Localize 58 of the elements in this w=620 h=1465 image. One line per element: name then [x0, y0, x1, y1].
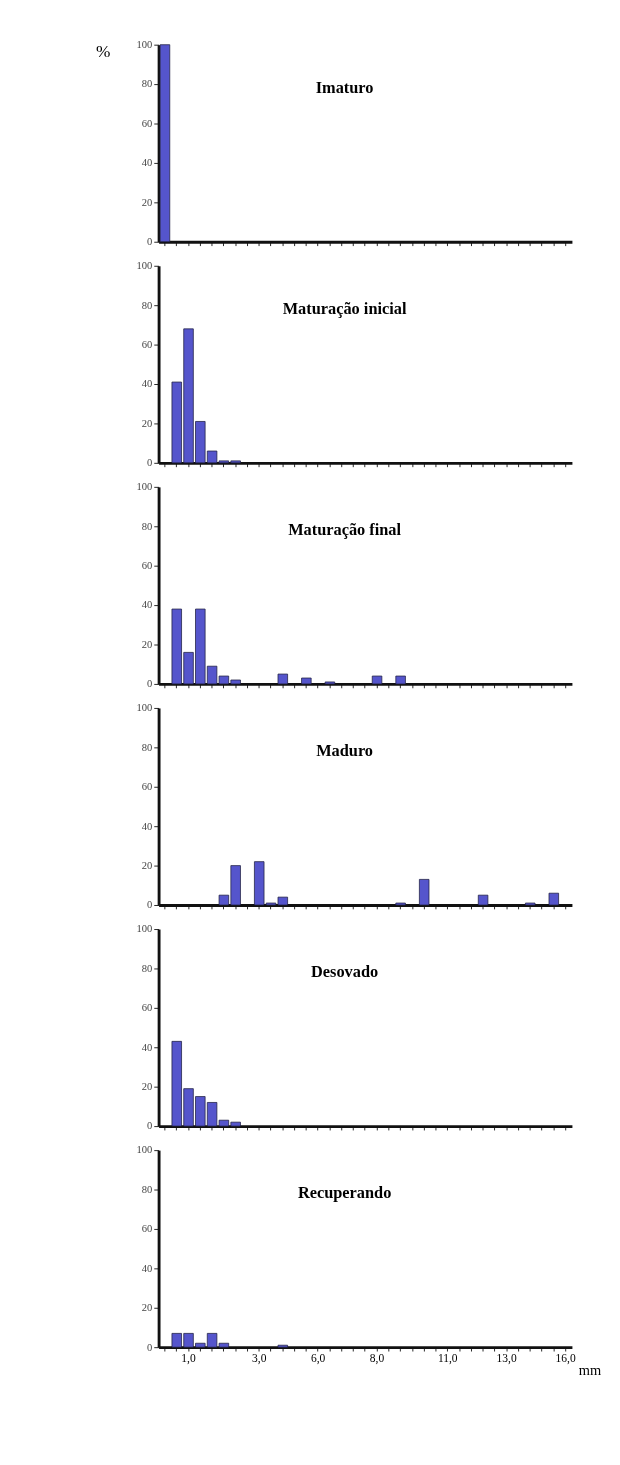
y-tick-label: 20	[141, 859, 153, 871]
x-tick-label: 16,0	[555, 1352, 576, 1366]
y-tick-label: 40	[141, 378, 153, 390]
y-tick-label: 60	[141, 1223, 153, 1235]
y-axis-title: %	[96, 42, 111, 62]
x-tick-label: 13,0	[496, 1352, 517, 1366]
y-tick-label: 20	[141, 1302, 153, 1314]
text: Recuperando	[297, 1183, 392, 1203]
y-tick-label: 100	[136, 481, 153, 493]
y-tick-label: 80	[141, 520, 153, 532]
bar	[548, 892, 559, 906]
x-tick-label: 6,0	[310, 1352, 326, 1366]
text: Maturação final	[288, 520, 402, 540]
y-tick-label: 0	[147, 1120, 153, 1132]
y-tick-label: 40	[141, 1041, 153, 1053]
text: Maturação inicial	[282, 298, 407, 318]
y-tick-label: 80	[141, 1183, 153, 1195]
bar	[418, 879, 430, 906]
x-tick-label: 8,0	[369, 1352, 385, 1366]
y-tick-label: 20	[141, 1081, 153, 1093]
y-tick-label: 40	[141, 599, 153, 611]
bar	[477, 894, 489, 906]
y-tick-label: 100	[136, 39, 153, 51]
y-tick-label: 100	[136, 702, 153, 714]
y-tick-label: 40	[141, 157, 153, 169]
y-tick-label: 20	[141, 638, 153, 650]
y-tick-label: 0	[147, 236, 153, 248]
y-tick-label: 40	[141, 820, 153, 832]
y-tick-label: 100	[136, 923, 153, 935]
bar	[301, 677, 312, 685]
x-tick-label: 3,0	[252, 1352, 267, 1366]
y-tick-label: 0	[147, 1341, 153, 1353]
x-tick-label: 11,0	[437, 1352, 458, 1366]
y-tick-label: 0	[147, 899, 153, 911]
y-tick-label: 20	[141, 417, 153, 429]
text: Desovado	[311, 962, 379, 982]
y-tick-label: 60	[141, 1002, 153, 1014]
y-tick-label: 60	[141, 781, 153, 793]
x-tick-label: 1,0	[181, 1352, 196, 1366]
x-axis-title: mm	[578, 1361, 602, 1378]
bar	[371, 675, 383, 685]
text: Maduro	[316, 741, 374, 761]
y-tick-label: 80	[141, 741, 153, 753]
text: Imaturo	[315, 77, 374, 97]
bar	[277, 673, 288, 685]
y-tick-label: 20	[141, 196, 153, 208]
y-tick-label: 80	[141, 299, 153, 311]
y-tick-label: 60	[141, 117, 153, 129]
bar	[395, 675, 406, 685]
y-tick-label: 60	[141, 560, 153, 572]
y-tick-label: 0	[147, 457, 153, 469]
y-tick-label: 100	[136, 260, 153, 272]
y-tick-label: 0	[147, 678, 153, 690]
y-tick-label: 80	[141, 962, 153, 974]
y-tick-label: 80	[141, 78, 153, 90]
y-tick-label: 100	[136, 1144, 153, 1156]
y-tick-label: 40	[141, 1262, 153, 1274]
y-tick-label: 60	[141, 338, 153, 350]
